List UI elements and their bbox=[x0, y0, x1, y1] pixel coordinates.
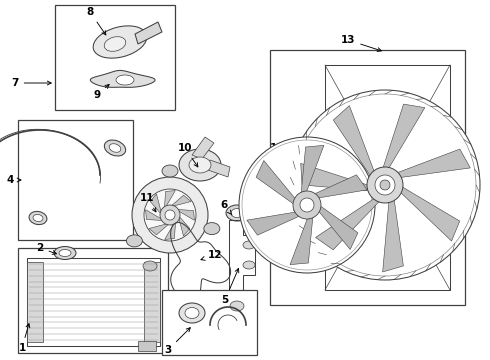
Text: 11: 11 bbox=[140, 193, 156, 212]
Circle shape bbox=[294, 94, 476, 276]
Polygon shape bbox=[135, 22, 162, 44]
Polygon shape bbox=[382, 104, 425, 173]
Polygon shape bbox=[170, 195, 191, 207]
Ellipse shape bbox=[104, 140, 125, 156]
Ellipse shape bbox=[189, 157, 211, 173]
Polygon shape bbox=[290, 215, 313, 265]
Circle shape bbox=[300, 198, 314, 212]
Text: 2: 2 bbox=[36, 243, 56, 254]
Text: 10: 10 bbox=[178, 143, 198, 167]
Polygon shape bbox=[146, 210, 164, 221]
Ellipse shape bbox=[29, 211, 47, 225]
Circle shape bbox=[380, 180, 390, 190]
Bar bbox=[270, 50, 465, 305]
Polygon shape bbox=[178, 215, 190, 236]
Polygon shape bbox=[394, 149, 470, 178]
Polygon shape bbox=[149, 223, 170, 235]
Circle shape bbox=[242, 140, 372, 270]
Text: 13: 13 bbox=[341, 35, 381, 51]
Bar bbox=[27, 262, 43, 342]
Text: 1: 1 bbox=[19, 324, 30, 353]
Ellipse shape bbox=[179, 149, 221, 181]
Ellipse shape bbox=[204, 222, 220, 235]
Ellipse shape bbox=[179, 303, 205, 323]
Ellipse shape bbox=[243, 261, 255, 269]
Bar bbox=[325, 65, 450, 290]
Polygon shape bbox=[396, 185, 460, 241]
Text: 3: 3 bbox=[164, 328, 190, 355]
Ellipse shape bbox=[185, 307, 199, 319]
Text: 6: 6 bbox=[220, 200, 232, 215]
Text: 5: 5 bbox=[221, 269, 239, 305]
Bar bbox=[162, 290, 257, 355]
Ellipse shape bbox=[109, 144, 121, 152]
Polygon shape bbox=[192, 137, 214, 159]
Ellipse shape bbox=[33, 215, 43, 221]
Circle shape bbox=[239, 137, 375, 273]
Circle shape bbox=[308, 188, 352, 232]
Bar bbox=[463, 161, 475, 168]
Ellipse shape bbox=[226, 205, 248, 221]
Polygon shape bbox=[317, 205, 358, 249]
Bar bbox=[18, 120, 133, 240]
Polygon shape bbox=[383, 196, 403, 272]
Bar bbox=[55, 5, 175, 110]
Text: 4: 4 bbox=[6, 175, 21, 185]
Circle shape bbox=[375, 175, 395, 195]
Ellipse shape bbox=[230, 301, 244, 311]
Polygon shape bbox=[164, 190, 175, 210]
Circle shape bbox=[293, 191, 321, 219]
Ellipse shape bbox=[54, 247, 76, 260]
Circle shape bbox=[367, 167, 403, 203]
Polygon shape bbox=[301, 145, 324, 195]
Polygon shape bbox=[256, 161, 297, 205]
Bar bbox=[27, 258, 160, 346]
Bar bbox=[144, 262, 160, 342]
Ellipse shape bbox=[126, 235, 143, 247]
Ellipse shape bbox=[59, 249, 71, 256]
Bar bbox=[18, 248, 168, 353]
Text: 7: 7 bbox=[11, 78, 51, 88]
Polygon shape bbox=[247, 211, 301, 235]
Circle shape bbox=[160, 205, 180, 225]
Ellipse shape bbox=[162, 165, 178, 177]
Ellipse shape bbox=[93, 26, 147, 58]
Text: 16: 16 bbox=[270, 143, 293, 172]
Text: 8: 8 bbox=[86, 7, 106, 35]
Circle shape bbox=[290, 90, 480, 280]
Text: 9: 9 bbox=[94, 85, 109, 100]
Polygon shape bbox=[313, 175, 367, 199]
Text: 15: 15 bbox=[301, 157, 323, 185]
Polygon shape bbox=[333, 105, 376, 179]
Circle shape bbox=[144, 189, 196, 241]
Ellipse shape bbox=[231, 208, 243, 217]
Ellipse shape bbox=[243, 241, 255, 249]
Polygon shape bbox=[150, 194, 162, 215]
Polygon shape bbox=[301, 163, 373, 191]
Ellipse shape bbox=[104, 37, 126, 51]
Circle shape bbox=[316, 196, 344, 224]
Ellipse shape bbox=[116, 75, 134, 85]
Text: 12: 12 bbox=[201, 250, 222, 260]
Bar bbox=[138, 341, 156, 351]
Polygon shape bbox=[208, 160, 230, 177]
Polygon shape bbox=[90, 71, 155, 87]
Circle shape bbox=[324, 204, 336, 216]
Polygon shape bbox=[316, 195, 382, 250]
Bar bbox=[460, 167, 478, 195]
Bar bbox=[463, 193, 475, 201]
Text: 17: 17 bbox=[442, 158, 461, 177]
Circle shape bbox=[165, 210, 175, 220]
Circle shape bbox=[132, 177, 208, 253]
Polygon shape bbox=[175, 210, 195, 220]
Text: 14: 14 bbox=[416, 108, 437, 141]
Ellipse shape bbox=[143, 261, 157, 271]
Polygon shape bbox=[165, 221, 175, 239]
